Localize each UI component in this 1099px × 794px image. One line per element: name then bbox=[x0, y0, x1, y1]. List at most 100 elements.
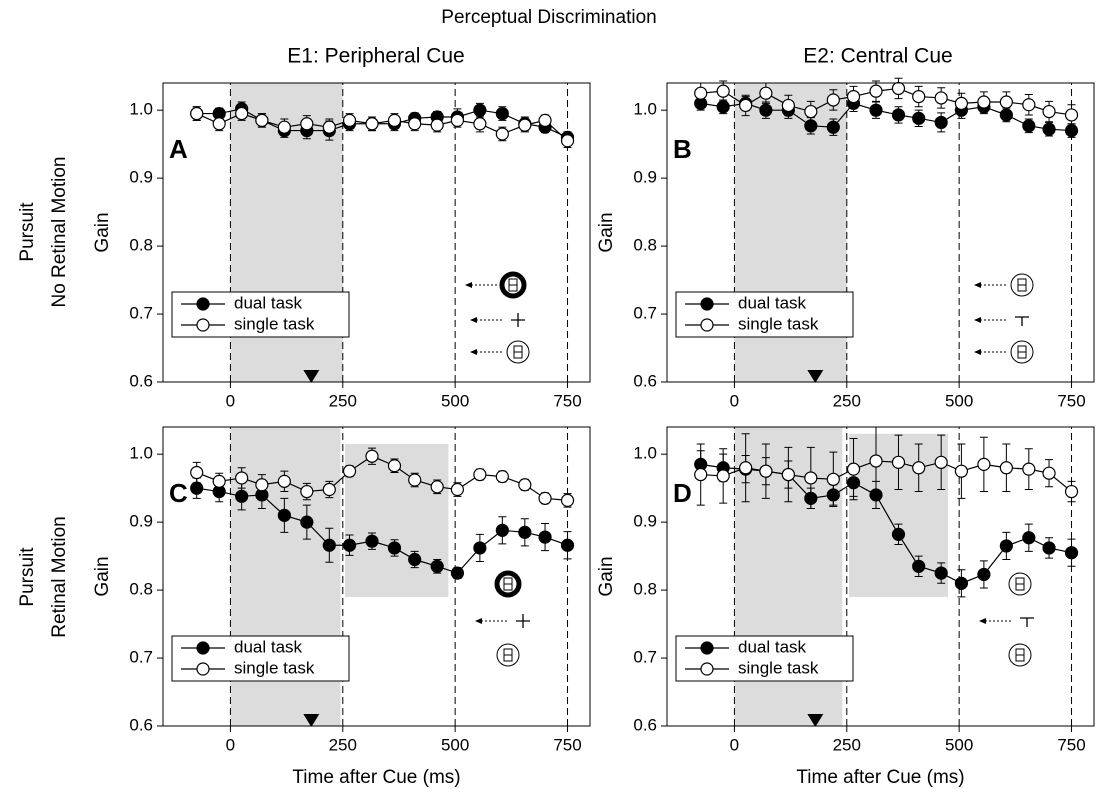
x-tick-label: 500 bbox=[441, 735, 469, 754]
legend-label: dual task bbox=[234, 293, 303, 312]
data-point bbox=[869, 84, 883, 98]
y-axis-label: Gain bbox=[92, 556, 113, 596]
x-tick-label: 250 bbox=[329, 391, 357, 410]
data-point bbox=[934, 566, 948, 580]
data-point bbox=[212, 117, 226, 131]
data-point bbox=[212, 474, 226, 488]
icon-arrowhead bbox=[470, 349, 477, 355]
legend-label: single task bbox=[234, 658, 315, 677]
data-point bbox=[538, 113, 552, 127]
data-point bbox=[518, 525, 532, 539]
x-tick-label: 500 bbox=[441, 391, 469, 410]
data-point bbox=[804, 119, 818, 133]
y-axis-label: Gain bbox=[596, 556, 617, 596]
legend-marker bbox=[700, 318, 714, 332]
legend-marker bbox=[700, 641, 714, 655]
data-point bbox=[1064, 123, 1079, 138]
legend-label: dual task bbox=[738, 637, 807, 656]
icon-plus bbox=[511, 313, 525, 327]
x-tick-label: 500 bbox=[945, 391, 973, 410]
data-point bbox=[430, 559, 444, 573]
y-tick-label: 1.0 bbox=[633, 100, 657, 119]
data-point bbox=[473, 541, 487, 555]
panel: 0.6 0.7 0.8 0.9 1.0 0 250 500 750 Gain Time after … bbox=[92, 426, 591, 788]
data-point bbox=[954, 96, 969, 110]
data-point bbox=[1042, 122, 1056, 136]
data-point bbox=[473, 103, 487, 117]
legend-label: single task bbox=[234, 314, 315, 333]
data-point bbox=[781, 98, 795, 113]
x-axis-label: Time after Cue (ms) bbox=[292, 767, 460, 788]
data-point bbox=[408, 552, 422, 567]
x-tick-label: 250 bbox=[833, 391, 861, 410]
data-point bbox=[365, 449, 379, 463]
data-point bbox=[538, 491, 552, 505]
y-axis-label: Gain bbox=[92, 212, 113, 252]
data-point bbox=[190, 465, 204, 480]
column-title: E2: Central Cue bbox=[803, 45, 952, 68]
panel-label: C bbox=[169, 478, 188, 508]
cue-marker bbox=[303, 714, 320, 727]
data-point bbox=[277, 474, 291, 488]
data-point bbox=[912, 89, 926, 104]
data-point bbox=[495, 127, 509, 141]
y-tick-label: 1.0 bbox=[129, 444, 153, 463]
data-point bbox=[694, 467, 708, 482]
y-tick-label: 0.8 bbox=[633, 236, 657, 255]
y-axis-label: Gain bbox=[596, 212, 617, 252]
x-tick-label: 750 bbox=[553, 391, 581, 410]
y-tick-label: 0.9 bbox=[633, 512, 657, 531]
legend-label: single task bbox=[738, 658, 819, 677]
data-point bbox=[716, 84, 730, 98]
data-point bbox=[235, 471, 249, 485]
data-point bbox=[365, 534, 379, 548]
data-point bbox=[518, 478, 532, 492]
data-point bbox=[999, 539, 1013, 553]
data-point bbox=[912, 111, 926, 125]
data-point bbox=[560, 493, 575, 507]
data-point bbox=[235, 489, 249, 503]
x-tick-label: 750 bbox=[1057, 391, 1085, 410]
x-axis-label: Time after Cue (ms) bbox=[796, 767, 964, 788]
icon-arrowhead bbox=[475, 618, 482, 624]
data-point bbox=[322, 120, 336, 134]
data-point bbox=[999, 461, 1013, 475]
data-point bbox=[560, 538, 575, 552]
data-point bbox=[430, 118, 444, 132]
data-point bbox=[1022, 98, 1036, 112]
panel-label: A bbox=[169, 134, 188, 164]
data-point bbox=[891, 455, 906, 469]
plot-frame bbox=[666, 426, 1095, 727]
legend-marker bbox=[196, 318, 210, 332]
data-point bbox=[954, 576, 969, 590]
data-point bbox=[255, 113, 269, 127]
y-tick-label: 0.8 bbox=[129, 580, 153, 599]
data-point bbox=[277, 120, 291, 134]
data-point bbox=[255, 478, 269, 492]
y-tick-label: 0.7 bbox=[633, 304, 657, 323]
data-point bbox=[538, 530, 552, 544]
column-title: E1: Peripheral Cue bbox=[287, 45, 464, 68]
data-point bbox=[560, 134, 575, 148]
legend-label: single task bbox=[738, 314, 819, 333]
data-point bbox=[190, 481, 204, 495]
legend-label: dual task bbox=[738, 293, 807, 312]
data-point bbox=[934, 115, 948, 130]
icon-arrowhead bbox=[470, 317, 477, 323]
row-label: No Retinal Motion bbox=[49, 156, 70, 307]
data-point bbox=[450, 113, 465, 127]
legend-marker bbox=[196, 297, 210, 311]
x-tick-label: 750 bbox=[1057, 735, 1085, 754]
data-point bbox=[1042, 104, 1056, 119]
data-point bbox=[912, 461, 926, 475]
x-tick-label: 250 bbox=[833, 735, 861, 754]
y-tick-label: 0.6 bbox=[633, 715, 657, 734]
y-tick-label: 0.6 bbox=[129, 371, 153, 390]
x-tick-label: 250 bbox=[329, 735, 357, 754]
data-point bbox=[826, 472, 840, 486]
data-point bbox=[518, 118, 532, 132]
data-point bbox=[1022, 119, 1036, 133]
data-point bbox=[1022, 462, 1036, 476]
